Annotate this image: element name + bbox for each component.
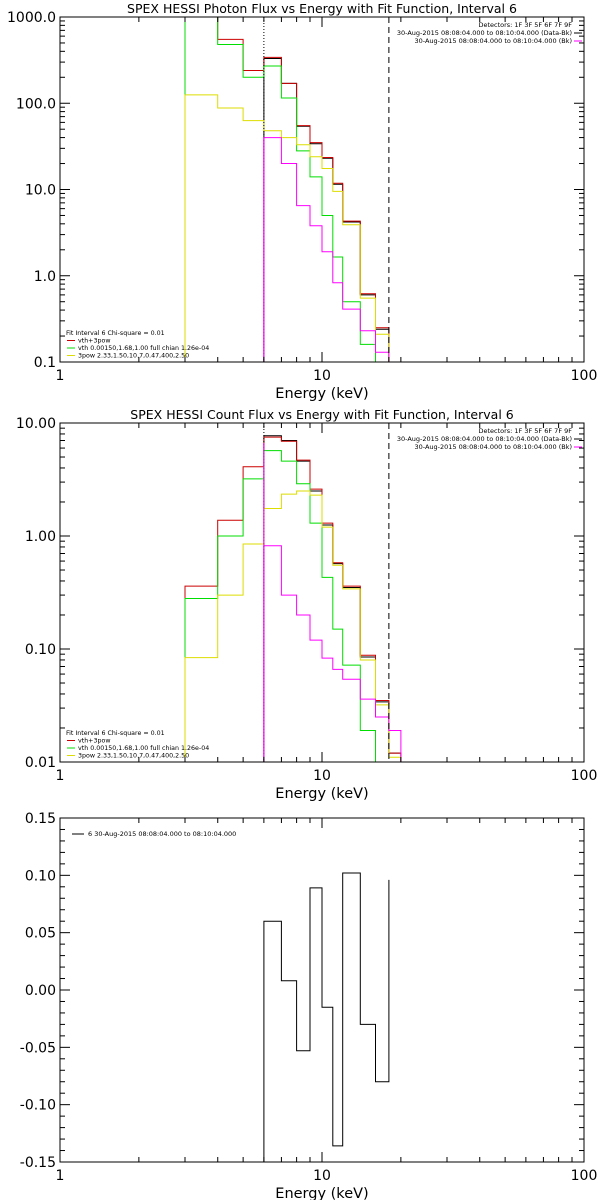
panel-2-legend-entry: vth 0.00150,1.68,1.00 full chian 1.26e-0… — [78, 745, 209, 752]
panel-1-title: SPEX HESSI Photon Flux vs Energy with Fi… — [127, 1, 517, 16]
panel-3-x-tick-label: 10 — [313, 1168, 331, 1184]
panel-1-y-tick-label: 0.1 — [34, 355, 56, 371]
panel-2-legend-entry: vth+3pow — [78, 738, 110, 745]
panel-3-y-tick-label: 0.00 — [25, 983, 56, 999]
panel-2-y-tick-label: 0.01 — [25, 755, 56, 771]
panel-3-y-tick-label: -0.05 — [20, 1040, 56, 1056]
panel-1-x-tick-label: 100 — [571, 368, 598, 384]
panel-1-y-tick-label: 10.0 — [25, 183, 56, 199]
panel-2-title: SPEX HESSI Count Flux vs Energy with Fit… — [130, 407, 513, 422]
panel-3-x-tick-label: 1 — [56, 1168, 65, 1184]
panel-1-legend-entry: Fit Interval 6 Chi-square = 0.01 — [66, 330, 165, 337]
panel-1-series-4-line — [184, 94, 390, 362]
panel-1-series-3-line — [184, 17, 376, 362]
panel-2-series-3-line — [184, 450, 376, 762]
panel-3-legend-entry: 6 30-Aug-2015 08:08:04.000 to 08:10:04.0… — [88, 830, 236, 838]
panel-2-y-tick-label: 0.10 — [25, 642, 56, 658]
panel-2-x-tick-label: 10 — [313, 768, 331, 784]
panel-3-y-tick-label: 0.05 — [25, 926, 56, 942]
panel-1-y-tick-label: 100.0 — [16, 96, 56, 112]
panel-1-x-tick-label: 10 — [313, 368, 331, 384]
panel-2-frame — [59, 422, 585, 763]
panel-3-x-tick-label: 100 — [571, 1168, 598, 1184]
panel-2-x-tick-label: 1 — [56, 768, 65, 784]
panel-1-series-2-line — [184, 17, 390, 362]
panel-2-legend-entry: Fit Interval 6 Chi-square = 0.01 — [66, 730, 165, 737]
panel-1-x-tick-label: 1 — [56, 368, 65, 384]
panel-2-info-line: Detectors: 1F 3F 5F 6F 7F 9F — [478, 427, 572, 435]
panel-2-info-line: 30-Aug-2015 08:08:04.000 to 08:10:04.000… — [415, 443, 572, 451]
panel-1-info-line: 30-Aug-2015 08:08:04.000 to 08:10:04.000… — [397, 29, 572, 37]
panel-3-y-tick-label: -0.10 — [20, 1098, 56, 1114]
panel-2-x-tick-label: 100 — [571, 768, 598, 784]
panel-2-series-5-line — [263, 545, 402, 762]
panel-3-series-1-line — [263, 872, 390, 1162]
panel-2-legend-entry: 3pow 2.33,1.50,10.7,0.47,400,2.50 — [78, 753, 189, 760]
panel-1-legend-entry: vth 0.00150,1.68,1.00 full chian 1.26e-0… — [78, 345, 209, 352]
panel-1-legend-entry: 3pow 2.33,1.50,10.7,0.47,400,2.50 — [78, 353, 189, 360]
panel-1-series-1-line — [263, 58, 390, 362]
panel-3-y-tick-label: -0.15 — [20, 1155, 56, 1171]
panel-1-y-tick-label: 1000.0 — [7, 10, 56, 26]
panel-3-y-tick-label: 0.15 — [25, 811, 56, 827]
panel-2-y-tick-label: 10.00 — [16, 416, 56, 432]
panel-1-info-line: 30-Aug-2015 08:08:04.000 to 08:10:04.000… — [415, 37, 572, 45]
panel-2-series-4-line — [184, 490, 402, 762]
panel-2-y-tick-label: 1.00 — [25, 529, 56, 545]
panel-1-info-line: Detectors: 1F 3F 5F 6F 7F 9F — [478, 21, 572, 29]
panel-1-y-tick-label: 1.0 — [34, 269, 56, 285]
panel-1-series-5-line — [263, 137, 390, 362]
panel-1-legend-entry: vth+3pow — [78, 338, 110, 345]
panel-2-info-line: 30-Aug-2015 08:08:04.000 to 08:10:04.000… — [397, 435, 572, 443]
panel-3-y-tick-label: 0.10 — [25, 868, 56, 884]
panel-2-x-axis-label: Energy (keV) — [275, 786, 368, 802]
panel-1-x-axis-label: Energy (keV) — [275, 386, 368, 402]
panel-3-x-axis-label: Energy (keV) — [275, 1186, 368, 1200]
